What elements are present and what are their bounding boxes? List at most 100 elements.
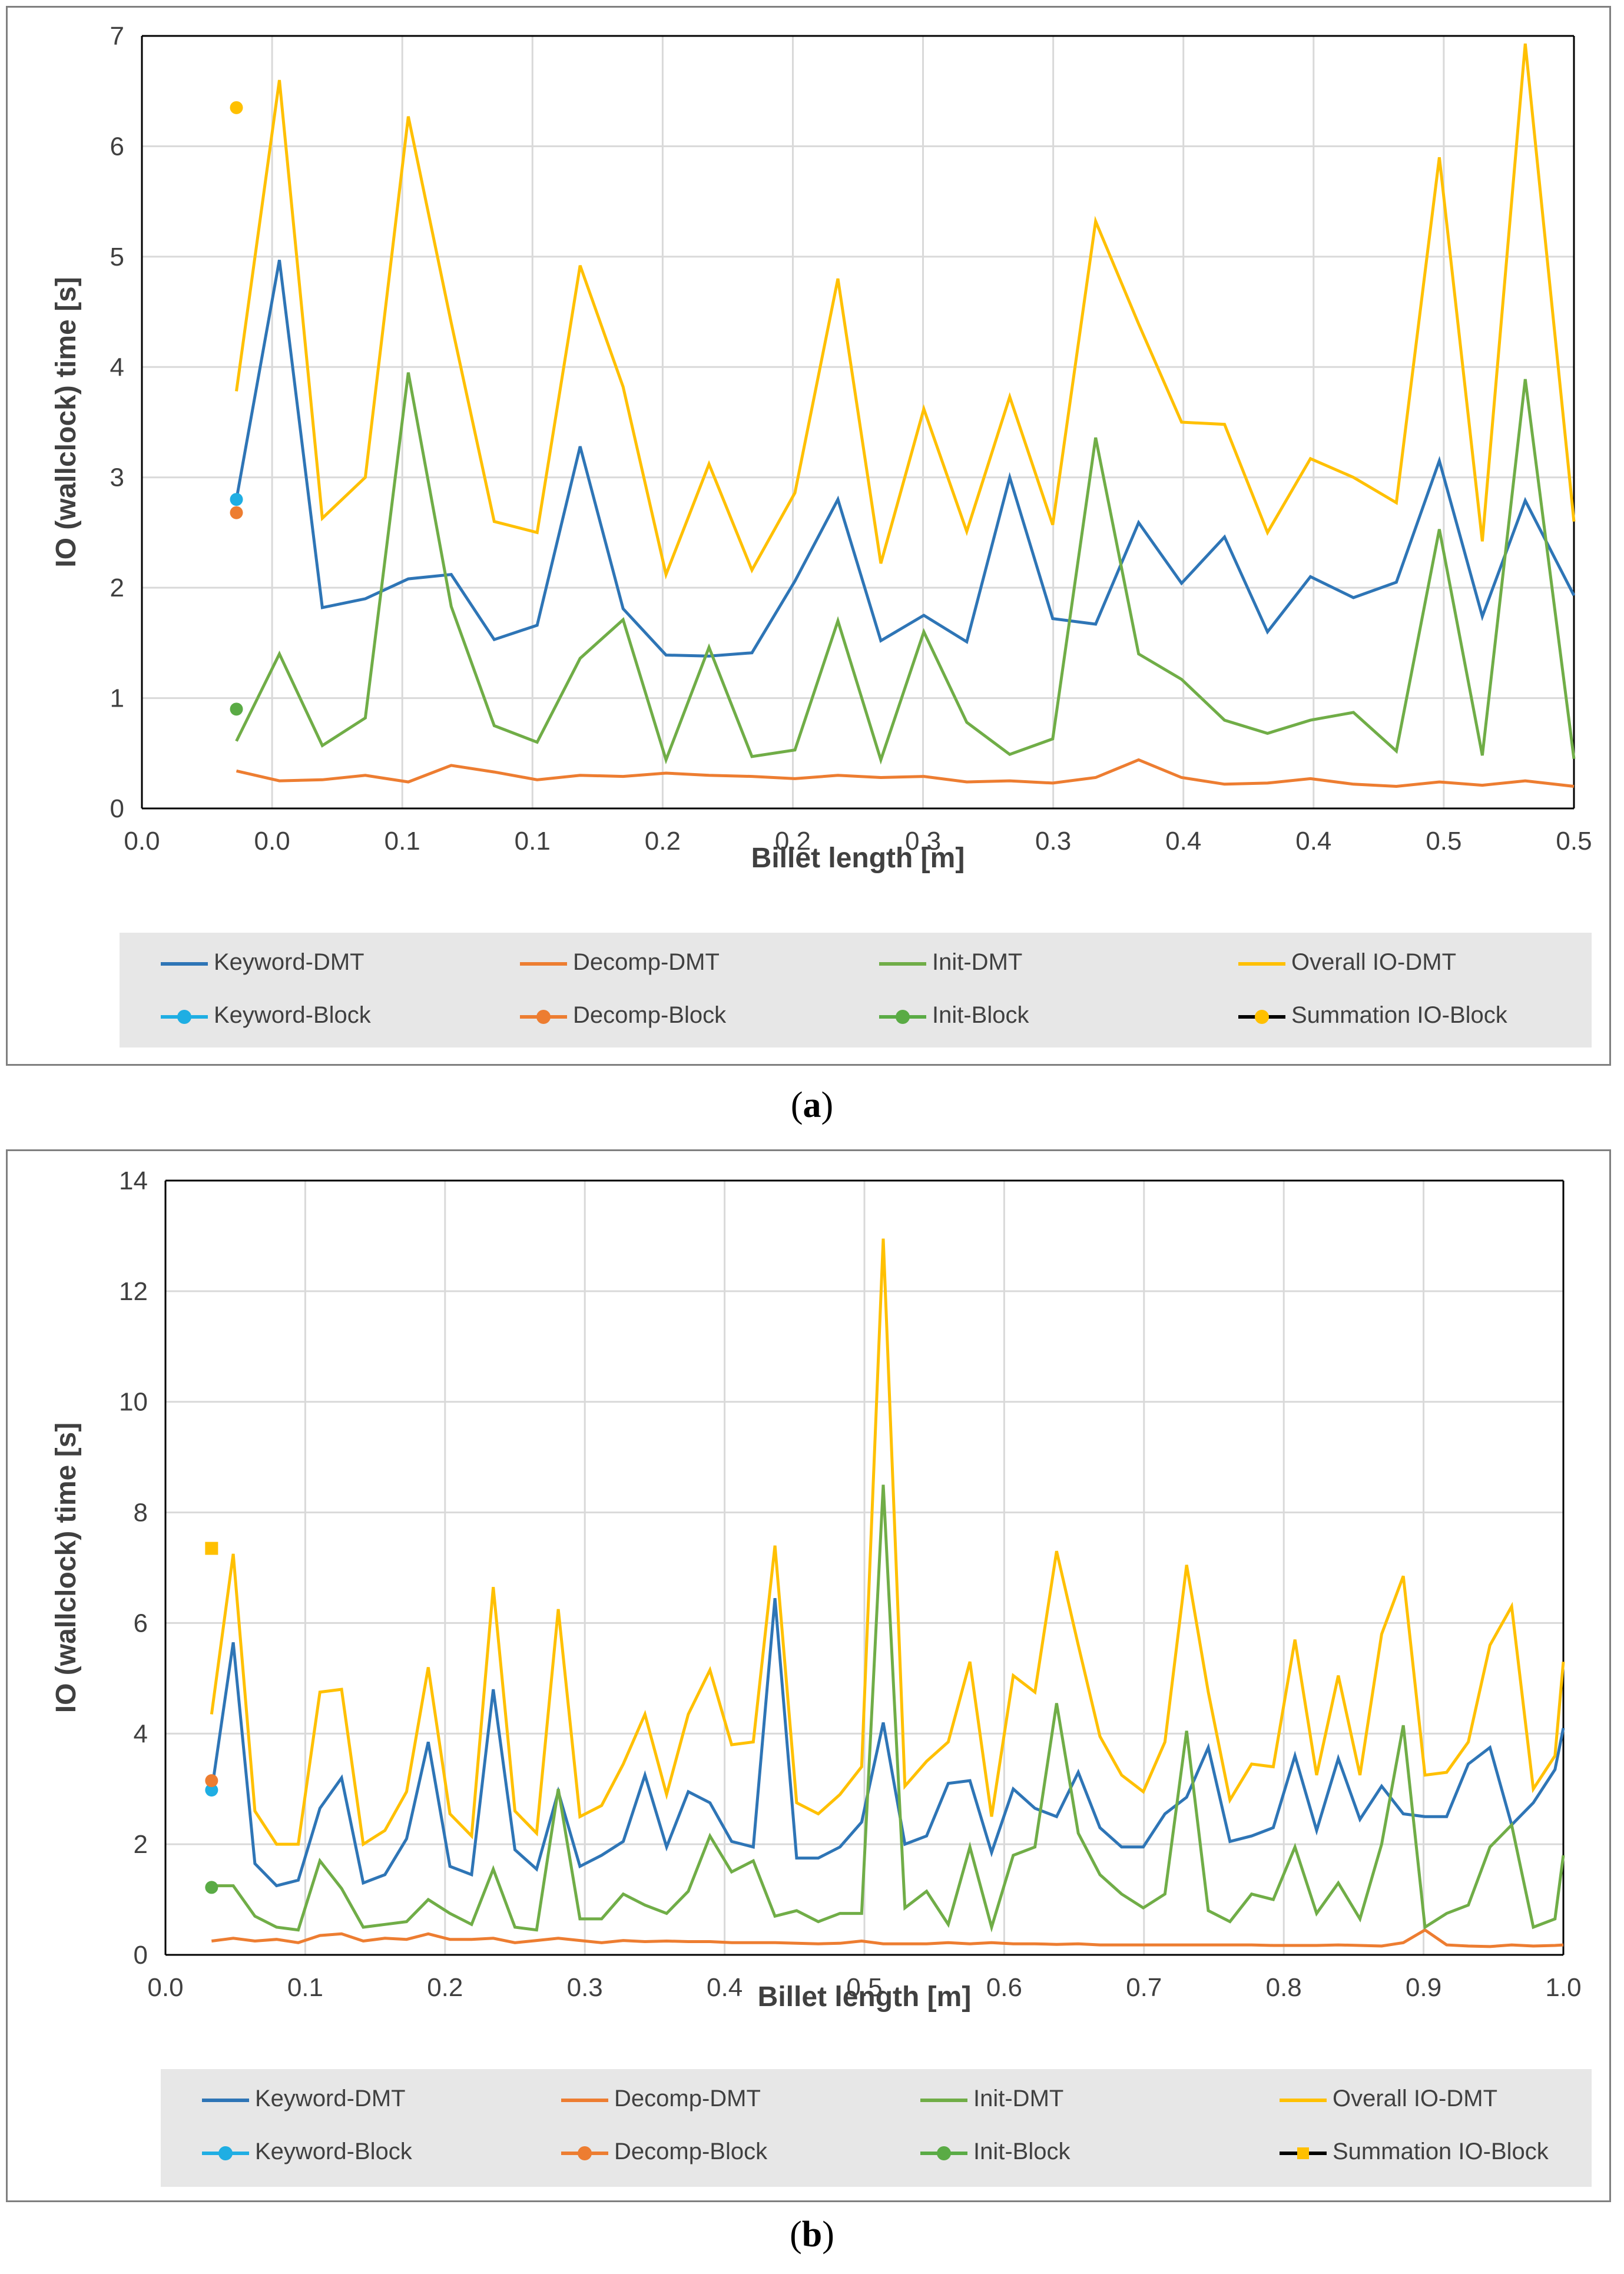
legend-swatch-init-dmt bbox=[920, 2099, 967, 2102]
figure-caption-b: (b) bbox=[790, 2215, 834, 2255]
data-point-summation-io-block bbox=[205, 1542, 218, 1555]
data-point-init-block bbox=[230, 702, 243, 716]
legend-swatch-init-dmt bbox=[879, 962, 926, 966]
legend-item-init-block: Init-Block bbox=[920, 2127, 1274, 2180]
x-tick-label: 0.5 bbox=[846, 1973, 882, 2002]
legend-marker-decomp-block bbox=[536, 1010, 551, 1024]
legend-item-overall-io-dmt: Overall IO-DMT bbox=[1238, 937, 1592, 990]
legend-marker-keyword-block bbox=[177, 1010, 191, 1024]
legend-item-decomp-block: Decomp-Block bbox=[561, 2127, 914, 2180]
legend-label: Decomp-DMT bbox=[614, 2086, 761, 2111]
legend-swatch-decomp-dmt bbox=[561, 2099, 608, 2102]
chart-plot-b: 0.0 0.1 0.2 0.3 0.4 0.5 0.6 0.7 0.8 0.9 1.0 0 2 4 6 8 10… bbox=[51, 1166, 1582, 2013]
legend-item-keyword-block: Keyword-Block bbox=[161, 990, 514, 1043]
legend-marker-keyword-block bbox=[218, 2146, 233, 2160]
x-tick-label: 0.1 bbox=[515, 827, 551, 856]
legend-item-init-dmt: Init-DMT bbox=[879, 937, 1232, 990]
y-tick-label: 4 bbox=[134, 1719, 148, 1748]
chart-plot-a: 0.0 0.0 0.1 0.1 0.2 0.2 0.3 0.3 0.4 0.4 0.5 0.5 0 1 2 3… bbox=[51, 22, 1592, 874]
x-tick-label: 0.0 bbox=[124, 827, 160, 856]
y-tick-label: 4 bbox=[110, 353, 124, 382]
series-line-overall-io-dmt bbox=[235, 43, 1576, 580]
y-axis-label: IO (wallclock) time [s] bbox=[51, 1423, 82, 1713]
legend-item-decomp-dmt: Decomp-DMT bbox=[520, 937, 873, 990]
legend-swatch-keyword-dmt bbox=[161, 962, 208, 966]
chart-panel-b: 0.0 0.1 0.2 0.3 0.4 0.5 0.6 0.7 0.8 0.9 1.0 0 2 4 6 8 10… bbox=[6, 1149, 1611, 2202]
y-tick-label: 7 bbox=[110, 22, 124, 51]
legend-item-overall-io-dmt: Overall IO-DMT bbox=[1280, 2074, 1624, 2127]
y-tick-label: 14 bbox=[119, 1166, 148, 1195]
data-point-summation-io-block bbox=[230, 101, 243, 114]
legend-label: Overall IO-DMT bbox=[1333, 2086, 1497, 2111]
y-tick-label: 10 bbox=[119, 1388, 148, 1417]
x-tick-label: 0.7 bbox=[1126, 1973, 1162, 2002]
legend-label: Init-Block bbox=[932, 1002, 1029, 1028]
series-line-decomp-dmt bbox=[236, 758, 1575, 788]
legend-label: Keyword-Block bbox=[255, 2139, 412, 2164]
legend-marker-init-block bbox=[896, 1010, 910, 1024]
x-tick-label: 0.3 bbox=[1035, 827, 1071, 856]
caption-label: a bbox=[803, 1085, 821, 1125]
x-axis-label: Billet length [m] bbox=[758, 1981, 972, 2013]
y-tick-label: 3 bbox=[110, 463, 124, 492]
x-tick-label: 0.5 bbox=[1426, 827, 1461, 856]
series-line-decomp-dmt bbox=[211, 1928, 1564, 1948]
legend-swatch-overall-io-dmt bbox=[1280, 2099, 1327, 2102]
y-tick-label: 6 bbox=[134, 1609, 148, 1637]
y-tick-label: 5 bbox=[110, 243, 124, 271]
legend-item-summation-io-block: Summation IO-Block bbox=[1238, 990, 1592, 1043]
x-tick-label: 0.6 bbox=[986, 1973, 1022, 2002]
chart-panel-a: 0.0 0.0 0.1 0.1 0.2 0.2 0.3 0.3 0.4 0.4 0.5 0.5 0 1 2 3… bbox=[6, 6, 1611, 1066]
legend-swatch-keyword-dmt bbox=[202, 2099, 249, 2102]
legend-label: Overall IO-DMT bbox=[1291, 949, 1456, 975]
data-point-init-block bbox=[205, 1881, 218, 1894]
x-tick-label: 0.5 bbox=[1556, 827, 1592, 856]
legend-item-keyword-block: Keyword-Block bbox=[202, 2127, 555, 2180]
y-tick-label: 1 bbox=[110, 684, 124, 713]
legend-label: Summation IO-Block bbox=[1291, 1002, 1507, 1028]
y-tick-label: 2 bbox=[134, 1830, 148, 1859]
x-axis-label: Billet length [m] bbox=[751, 843, 965, 874]
legend-a: Keyword-DMT Decomp-DMT Init-DMT Overall … bbox=[120, 933, 1592, 1048]
data-point-keyword-block bbox=[230, 493, 243, 506]
legend-label: Keyword-DMT bbox=[255, 2086, 406, 2111]
x-tick-label: 0.1 bbox=[385, 827, 420, 856]
legend-marker-init-block bbox=[937, 2146, 951, 2160]
data-point-keyword-block bbox=[205, 1784, 218, 1797]
data-point-decomp-block bbox=[205, 1774, 218, 1788]
series-line-init-dmt bbox=[235, 372, 1576, 765]
caption-label: b bbox=[801, 2215, 823, 2255]
legend-label: Init-DMT bbox=[973, 2086, 1064, 2111]
legend-label: Keyword-DMT bbox=[214, 949, 364, 975]
legend-marker-summation-io-block bbox=[1255, 1010, 1269, 1024]
legend-label: Init-Block bbox=[973, 2139, 1070, 2164]
legend-label: Decomp-Block bbox=[573, 1002, 727, 1028]
legend-item-keyword-dmt: Keyword-DMT bbox=[202, 2074, 555, 2127]
x-tick-label: 0.1 bbox=[287, 1973, 323, 2002]
series-line-overall-io-dmt bbox=[210, 1238, 1565, 1847]
y-tick-label: 0 bbox=[110, 794, 124, 823]
legend-label: Summation IO-Block bbox=[1333, 2139, 1549, 2164]
series-line-keyword-dmt bbox=[210, 1597, 1565, 1888]
y-axis-label: IO (wallclock) time [s] bbox=[51, 277, 82, 567]
legend-swatch-overall-io-dmt bbox=[1238, 962, 1285, 966]
x-tick-label: 0.2 bbox=[427, 1973, 463, 2002]
x-tick-label: 0.0 bbox=[147, 1973, 183, 2002]
y-tick-label: 2 bbox=[110, 574, 124, 602]
figure-caption-a: (a) bbox=[790, 1085, 834, 1125]
legend-label: Init-DMT bbox=[932, 949, 1023, 975]
x-tick-label: 0.4 bbox=[1165, 827, 1201, 856]
legend-label: Keyword-Block bbox=[214, 1002, 371, 1028]
legend-b: Keyword-DMT Decomp-DMT Init-DMT Overall … bbox=[161, 2069, 1592, 2187]
x-tick-label: 0.4 bbox=[1295, 827, 1331, 856]
legend-label: Decomp-Block bbox=[614, 2139, 768, 2164]
x-tick-label: 0.2 bbox=[645, 827, 681, 856]
series-line-init-dmt bbox=[211, 1484, 1565, 1933]
series-line-keyword-dmt bbox=[235, 260, 1576, 658]
legend-marker-decomp-block bbox=[578, 2146, 592, 2160]
x-tick-label: 1.0 bbox=[1545, 1973, 1581, 2002]
x-tick-label: 0.9 bbox=[1406, 1973, 1441, 2002]
data-point-decomp-block bbox=[230, 506, 243, 519]
x-tick-label: 0.0 bbox=[254, 827, 290, 856]
legend-item-keyword-dmt: Keyword-DMT bbox=[161, 937, 514, 990]
